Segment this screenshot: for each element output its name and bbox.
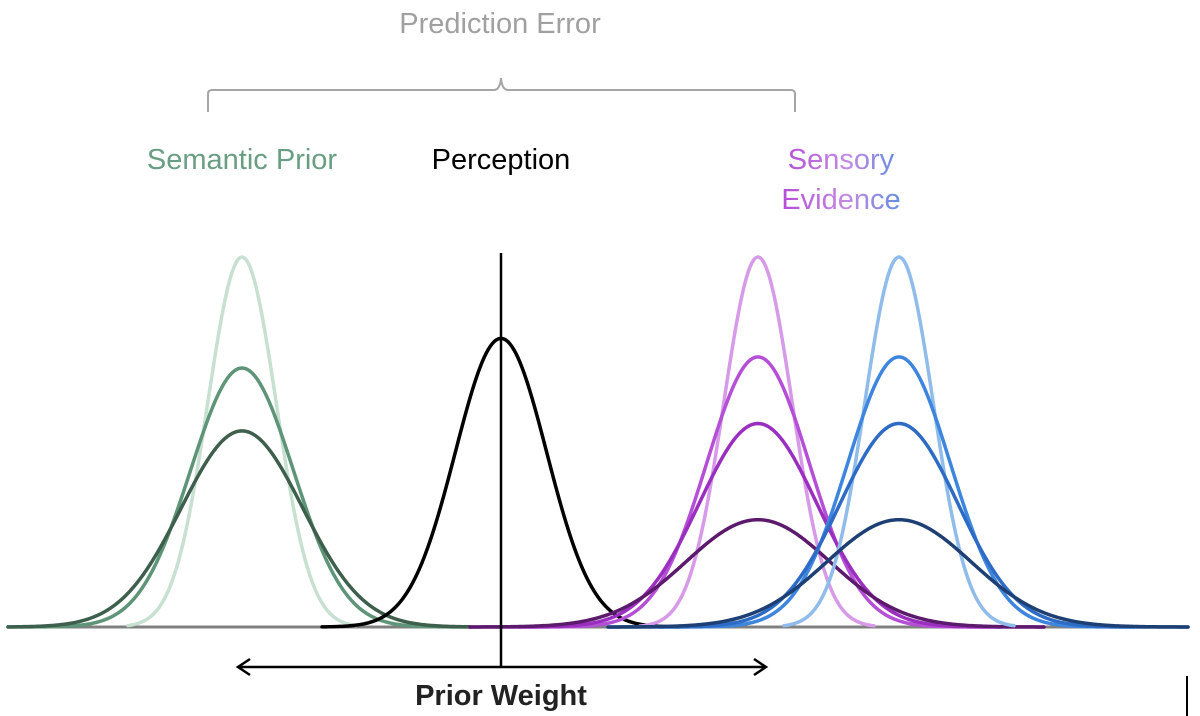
sensory-purple-wide	[468, 421, 1046, 629]
semantic-prior-label: Semantic Prior	[147, 144, 338, 176]
semantic-prior-narrow	[126, 255, 358, 628]
prediction-error-brace	[207, 77, 796, 112]
sensory-purple-narrow	[638, 255, 876, 628]
prediction-error-label: Prediction Error	[399, 8, 601, 40]
perception-label: Perception	[432, 144, 571, 176]
sensory-purple-medium	[518, 355, 1002, 629]
sensory-blue-narrow	[782, 255, 1016, 628]
prior-weight-label: Prior Weight	[415, 680, 587, 712]
sensory-purple-widest	[468, 517, 1046, 629]
prior-weight-arrow	[235, 657, 769, 677]
distribution-curves	[6, 255, 1190, 629]
sensory-blue-medium	[658, 355, 1136, 629]
sensory-blue-widest	[606, 517, 1190, 629]
sensory-evidence-label-line1: Sensory	[788, 144, 895, 176]
semantic-prior-wide	[6, 429, 472, 629]
sensory-blue-wide	[606, 421, 1190, 629]
sensory-evidence-label-line2: Evidence	[781, 184, 900, 216]
semantic-prior-medium	[6, 366, 472, 629]
